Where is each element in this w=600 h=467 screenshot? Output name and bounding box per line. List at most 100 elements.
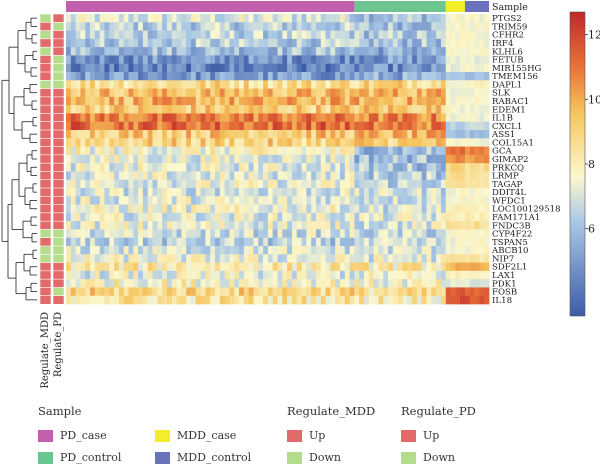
- heatmap-cell: [364, 254, 370, 263]
- heatmap-cell: [138, 72, 144, 81]
- heatmap-cell: [368, 55, 374, 65]
- heatmap-cell: [450, 121, 456, 131]
- heatmap-cell: [474, 121, 480, 131]
- heatmap-cell: [224, 262, 230, 272]
- heatmap-cell: [291, 14, 298, 23]
- heatmap-cell: [118, 113, 125, 123]
- heatmap-cell: [320, 254, 326, 263]
- heatmap-cell: [166, 270, 173, 280]
- heatmap-cell: [344, 246, 350, 255]
- heatmap-cell: [162, 229, 168, 239]
- heatmap-cell: [349, 295, 355, 305]
- heatmap-cell: [181, 138, 187, 147]
- heatmap-cell: [272, 105, 278, 114]
- heatmap-cell: [479, 22, 485, 31]
- heatmap-cell: [234, 212, 240, 222]
- heatmap-cell: [421, 163, 427, 172]
- row-annotation-cell: [52, 253, 65, 264]
- heatmap-cell: [344, 88, 350, 98]
- heatmap-cell: [364, 204, 370, 214]
- heatmap-cell: [147, 254, 153, 263]
- row-annotation-cell: [52, 55, 65, 65]
- heatmap-cell: [99, 113, 105, 123]
- heatmap-cell: [431, 55, 437, 65]
- heatmap-cell: [215, 113, 221, 123]
- heatmap-cell: [431, 22, 437, 31]
- heatmap-cell: [75, 221, 81, 230]
- row-annotation-cell: [39, 88, 52, 98]
- heatmap-cell: [436, 88, 442, 98]
- heatmap-cell: [253, 63, 259, 73]
- heatmap-cell: [118, 279, 125, 288]
- row-annotation-cell: [52, 179, 65, 189]
- heatmap-cell: [282, 270, 288, 280]
- row-annotation-cell: [52, 71, 65, 81]
- heatmap-cell: [128, 212, 134, 222]
- heatmap-cell: [392, 72, 399, 81]
- row-annotation-cell: [39, 71, 52, 81]
- heatmap-cell: [412, 154, 418, 164]
- heatmap-cell: [464, 246, 471, 255]
- heatmap-cell: [335, 146, 341, 156]
- heatmap-cell: [344, 179, 350, 189]
- heatmap-cell: [344, 188, 350, 197]
- heatmap-cell: [388, 63, 394, 73]
- heatmap-cell: [195, 295, 201, 305]
- heatmap-cell: [94, 212, 100, 222]
- heatmap-cell: [70, 80, 76, 89]
- heatmap-cell: [311, 163, 317, 172]
- heatmap-cell: [70, 63, 76, 73]
- heatmap-cell: [287, 113, 293, 123]
- heatmap-cell: [364, 55, 370, 65]
- heatmap-cell: [479, 130, 485, 139]
- row-annotation-label-regulate-pd: Regulate_PD: [53, 312, 64, 377]
- heatmap-cell: [200, 171, 206, 181]
- heatmap-cell: [157, 63, 163, 73]
- heatmap-cell: [383, 130, 389, 139]
- heatmap-cell: [66, 188, 72, 197]
- heatmap-cell: [176, 22, 182, 31]
- heatmap-cell: [166, 130, 173, 139]
- gene-label-tspan5: TSPAN5: [492, 238, 528, 248]
- heatmap-cell: [469, 229, 475, 239]
- heatmap-cell: [181, 221, 187, 230]
- heatmap-cell: [224, 221, 230, 230]
- heatmap-cell: [114, 179, 120, 189]
- row-annotation-cell: [52, 137, 65, 148]
- heatmap-cell: [142, 55, 149, 65]
- heatmap-cell: [138, 138, 144, 147]
- heatmap-cell: [205, 130, 211, 139]
- heatmap-cell: [263, 212, 269, 222]
- heatmap-cell: [219, 163, 225, 172]
- heatmap-cell: [301, 80, 307, 89]
- heatmap-cell: [272, 212, 278, 222]
- heatmap-cell: [455, 295, 461, 305]
- heatmap-cell: [75, 30, 81, 40]
- heatmap-cell: [344, 171, 350, 181]
- heatmap-cell: [181, 80, 187, 89]
- heatmap-cell: [234, 55, 240, 65]
- heatmap-cell: [200, 188, 206, 197]
- gene-label-edem1: EDEM1: [492, 105, 526, 115]
- heatmap-cell: [339, 88, 346, 98]
- heatmap-cell: [383, 22, 389, 31]
- heatmap-cell: [460, 287, 466, 297]
- heatmap-cell: [195, 14, 201, 23]
- heatmap-cell: [267, 22, 274, 31]
- heatmap-cell: [114, 146, 120, 156]
- heatmap-cell: [243, 221, 250, 230]
- heatmap-cell: [325, 229, 331, 239]
- heatmap-cell: [373, 163, 379, 172]
- heatmap-cell: [397, 221, 403, 230]
- heatmap-cell: [445, 154, 451, 164]
- heatmap-cell: [291, 254, 298, 263]
- heatmap-cell: [301, 212, 307, 222]
- heatmap-cell: [243, 295, 250, 305]
- heatmap-cell: [364, 14, 370, 23]
- heatmap-cell: [416, 270, 423, 280]
- heatmap-cell: [248, 55, 254, 65]
- heatmap-cell: [229, 212, 235, 222]
- gene-label-irf4: IRF4: [492, 39, 514, 49]
- heatmap-cell: [378, 72, 384, 81]
- heatmap-cell: [296, 262, 302, 272]
